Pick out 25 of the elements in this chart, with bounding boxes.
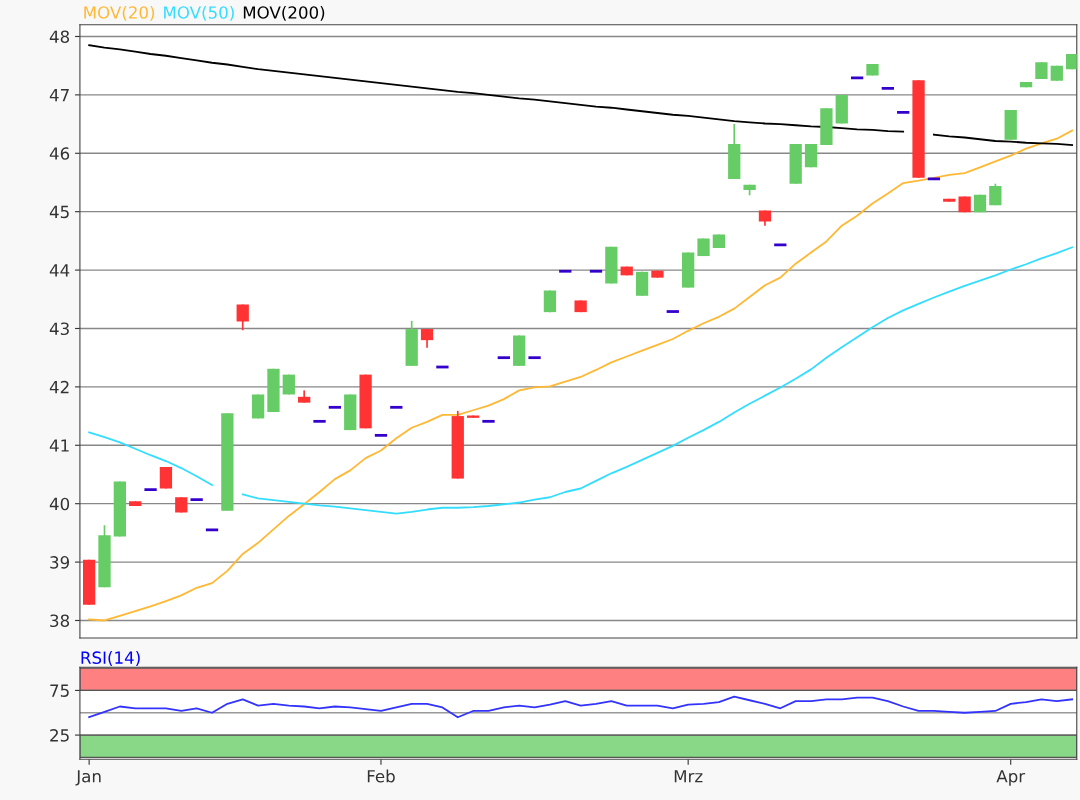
text: MOV(20)	[84, 5, 155, 21]
x-tick-label: Apr	[996, 770, 1026, 786]
x-tick-label: Mrz	[674, 770, 703, 783]
y-tick-label: 42	[49, 380, 69, 394]
y-tick-label: 38	[50, 614, 70, 628]
line-series	[88, 129, 1074, 622]
x-tick-label: Feb	[367, 769, 395, 783]
y-tick-label: 46	[49, 147, 70, 160]
x-tick-label: Jan	[75, 770, 101, 786]
y-tick-label: 47	[49, 89, 69, 102]
line-series	[88, 695, 1074, 719]
y-tick-label: 41	[49, 439, 69, 452]
text: MOV(200)	[243, 5, 325, 21]
y-tick-label: 45	[49, 205, 69, 219]
y-tick-label: 48	[49, 30, 70, 44]
chart-title: RSI(14)	[81, 651, 140, 666]
candlestick	[236, 303, 249, 332]
y-tick-label: 43	[49, 322, 69, 336]
y-tick-label: 40	[49, 497, 70, 511]
text: MOV(50)	[164, 5, 234, 21]
y-tick-label: 39	[50, 556, 70, 569]
y-tick-label: 25	[50, 729, 69, 742]
candlestick	[420, 328, 434, 349]
y-tick-label: 44	[49, 264, 70, 277]
y-tick-label: 75	[50, 684, 69, 697]
